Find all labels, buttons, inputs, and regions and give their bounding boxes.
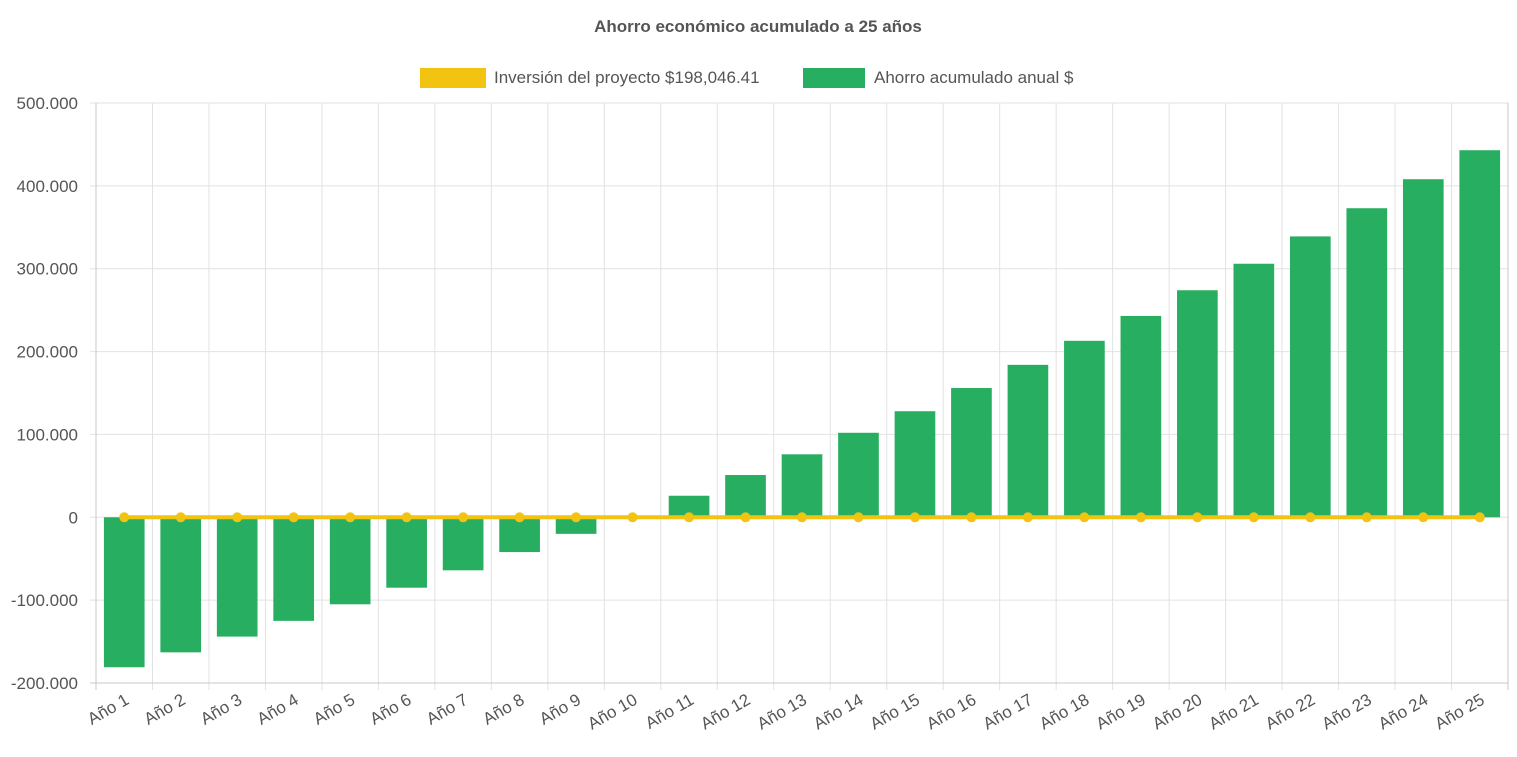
investment-point[interactable] <box>909 512 920 523</box>
y-tick-label: 500.000 <box>17 94 78 113</box>
y-tick-label: 0 <box>69 508 78 527</box>
legend-swatch-investment <box>420 68 486 88</box>
savings-bar[interactable] <box>1402 179 1444 518</box>
investment-point[interactable] <box>1418 512 1429 523</box>
legend-label-investment: Inversión del proyecto $198,046.41 <box>494 68 760 87</box>
x-tick-label: Año 23 <box>1319 690 1375 733</box>
x-tick-label: Año 22 <box>1262 690 1318 733</box>
investment-line <box>119 512 1485 523</box>
x-tick-label: Año 14 <box>810 690 866 733</box>
investment-point[interactable] <box>853 512 864 523</box>
investment-point[interactable] <box>1135 512 1146 523</box>
legend-swatch-savings <box>803 68 865 88</box>
y-tick-label: 300.000 <box>17 260 78 279</box>
x-axis-ticks: Año 1 Año 2 Año 3 Año 4 Año 5 Año 6 Año 7 Año 8… <box>84 690 1488 733</box>
savings-bar[interactable] <box>1289 236 1331 518</box>
savings-bar[interactable] <box>273 517 315 621</box>
savings-bar[interactable] <box>216 517 258 637</box>
investment-point[interactable] <box>1022 512 1033 523</box>
x-tick-label: Año 4 <box>254 690 302 729</box>
x-tick-label: Año 24 <box>1375 690 1431 733</box>
investment-point[interactable] <box>1248 512 1259 523</box>
x-tick-label: Año 6 <box>367 690 415 729</box>
savings-bar[interactable] <box>499 517 540 553</box>
investment-point[interactable] <box>514 512 525 523</box>
savings-bar[interactable] <box>1459 150 1501 518</box>
x-tick-label: Año 13 <box>754 690 810 733</box>
legend-label-savings: Ahorro acumulado anual $ <box>874 68 1074 87</box>
x-tick-label: Año 7 <box>423 690 471 729</box>
investment-point[interactable] <box>1361 512 1372 523</box>
savings-bar[interactable] <box>838 432 879 518</box>
savings-bar[interactable] <box>951 388 992 518</box>
chart-title: Ahorro económico acumulado a 25 años <box>594 17 922 36</box>
investment-point[interactable] <box>740 512 751 523</box>
savings-bar[interactable] <box>386 517 427 588</box>
savings-bars <box>103 150 1501 668</box>
x-tick-label: Año 5 <box>310 690 358 729</box>
x-tick-label: Año 18 <box>1036 690 1092 733</box>
investment-point[interactable] <box>175 512 186 523</box>
savings-bar[interactable] <box>442 517 484 571</box>
x-tick-label: Año 11 <box>642 690 697 733</box>
x-tick-label: Año 16 <box>923 690 979 733</box>
investment-point[interactable] <box>1474 512 1485 523</box>
x-tick-label: Año 20 <box>1149 690 1205 733</box>
savings-bar[interactable] <box>555 517 597 534</box>
legend-item-investment[interactable]: Inversión del proyecto $198,046.41 <box>420 68 760 88</box>
y-tick-label: 100.000 <box>17 425 78 444</box>
x-tick-label: Año 1 <box>84 690 132 729</box>
investment-point[interactable] <box>797 512 807 523</box>
savings-bar[interactable] <box>1177 290 1218 518</box>
savings-bar[interactable] <box>725 475 766 518</box>
investment-point[interactable] <box>1305 512 1316 523</box>
x-tick-label: Año 25 <box>1432 690 1488 733</box>
investment-point[interactable] <box>345 512 356 523</box>
x-tick-label: Año 15 <box>867 690 923 733</box>
savings-bar[interactable] <box>894 411 936 518</box>
y-axis-ticks: 500.000 400.000 300.000 200.000 100.000 0 -100… <box>11 94 78 693</box>
y-tick-label: 200.000 <box>17 343 78 362</box>
x-tick-label: Año 19 <box>1093 690 1149 733</box>
savings-bar[interactable] <box>1064 340 1105 518</box>
investment-point[interactable] <box>966 512 977 523</box>
y-tick-label: -100.000 <box>11 591 78 610</box>
investment-point[interactable] <box>1192 512 1203 523</box>
x-tick-label: Año 10 <box>584 690 640 733</box>
legend: Inversión del proyecto $198,046.41 Ahorr… <box>420 68 1074 88</box>
x-tick-label: Año 3 <box>197 690 245 729</box>
savings-bar[interactable] <box>329 517 371 605</box>
savings-bar[interactable] <box>103 517 145 668</box>
x-tick-label: Año 17 <box>980 690 1036 733</box>
savings-bar[interactable] <box>1346 208 1388 518</box>
savings-bar[interactable] <box>1120 315 1162 518</box>
x-tick-label: Año 21 <box>1206 690 1262 733</box>
investment-point[interactable] <box>627 512 638 523</box>
x-tick-label: Año 2 <box>141 690 189 729</box>
investment-point[interactable] <box>288 512 299 523</box>
x-tick-label: Año 8 <box>480 690 528 729</box>
investment-point[interactable] <box>684 512 695 523</box>
savings-bar[interactable] <box>160 517 202 653</box>
y-tick-label: -200.000 <box>11 674 78 693</box>
savings-bar[interactable] <box>781 454 823 518</box>
x-tick-label: Año 9 <box>536 690 584 729</box>
investment-point[interactable] <box>401 512 412 523</box>
investment-point[interactable] <box>119 512 130 523</box>
legend-item-savings[interactable]: Ahorro acumulado anual $ <box>803 68 1074 88</box>
investment-point[interactable] <box>571 512 582 523</box>
x-tick-label: Año 12 <box>697 690 753 733</box>
savings-bar[interactable] <box>1007 364 1049 518</box>
investment-point[interactable] <box>458 512 469 523</box>
savings-bar[interactable] <box>1233 263 1275 518</box>
y-tick-label: 400.000 <box>17 177 78 196</box>
investment-point[interactable] <box>1079 512 1090 523</box>
investment-point[interactable] <box>232 512 243 523</box>
savings-bar[interactable] <box>668 495 710 518</box>
